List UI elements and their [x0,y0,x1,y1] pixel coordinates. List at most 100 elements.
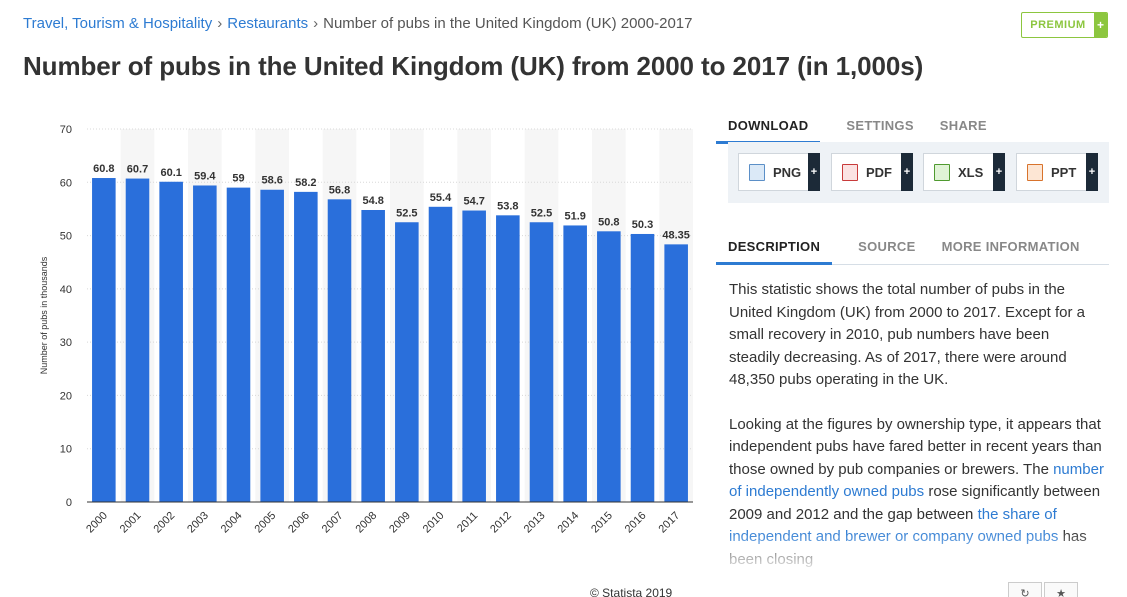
bar [159,181,183,502]
data-label: 50.8 [598,216,619,228]
tab-more-information[interactable]: MORE INFORMATION [941,239,1080,254]
data-label: 50.3 [632,219,653,231]
breadcrumb-link-travel[interactable]: Travel, Tourism & Hospitality [23,15,213,32]
plus-icon: + [1094,13,1107,37]
description-text-span: rose significantly between 2009 and 2012… [729,483,1101,523]
y-tick-label: 20 [60,390,72,402]
data-label: 60.8 [93,163,114,175]
info-tabs: DESCRIPTION SOURCE MORE INFORMATION [716,239,1109,265]
data-label: 59 [232,173,244,185]
data-label: 60.7 [127,164,148,176]
copyright-notice: © Statista 2019 [590,586,673,597]
bar [664,244,688,502]
x-tick-label: 2003 [185,510,211,536]
data-label: 48.35 [662,229,690,241]
x-tick-label: 2012 [488,510,514,536]
bar [260,189,284,502]
y-axis-title: Number of pubs in thousands [39,256,49,374]
plus-icon: + [808,153,820,191]
bar [563,225,587,502]
xls-file-icon [934,163,950,181]
x-tick-label: 2015 [589,510,615,536]
tab-download[interactable]: DOWNLOAD [716,118,821,144]
data-label: 56.8 [329,184,350,196]
data-label: 52.5 [531,207,552,219]
x-tick-label: 2000 [84,510,110,536]
x-tick-label: 2013 [522,510,548,536]
y-tick-label: 30 [60,337,72,349]
data-label: 58.6 [261,175,282,187]
download-ppt-button[interactable]: PPT + [1016,153,1098,191]
tab-source[interactable]: SOURCE [858,239,916,254]
description-paragraph: This statistic shows the total number of… [729,281,1086,388]
breadcrumb-separator: › [217,15,223,32]
tab-settings[interactable]: SETTINGS [846,118,914,133]
x-tick-label: 2010 [421,510,447,536]
bar-chart: 0 10 20 30 40 50 60 70 60.8 2000 60.7 2001 60.1 2002 5… [39,124,693,536]
x-tick-label: 2011 [455,510,480,535]
page-title: Number of pubs in the United Kingdom (UK… [23,51,924,81]
bar [597,231,621,502]
download-xls-button[interactable]: XLS + [923,153,1005,191]
data-label: 58.2 [295,177,316,189]
data-label: 54.8 [362,195,383,207]
y-tick-label: 10 [60,444,72,456]
bar [294,191,318,502]
plus-icon: + [901,153,913,191]
link-independently-owned-pubs[interactable]: number of independently owned pubs [729,460,1104,501]
bar [226,187,251,502]
star-icon[interactable]: ★ [1044,582,1078,597]
premium-button[interactable]: PREMIUM + [1021,12,1108,38]
data-label: 60.1 [160,167,181,179]
data-label: 55.4 [430,192,452,204]
x-tick-label: 2009 [387,510,413,536]
y-tick-label: 60 [60,177,72,189]
y-tick-label: 70 [60,124,72,136]
bar [529,222,554,502]
breadcrumb-link-restaurants[interactable]: Restaurants [227,15,309,32]
data-label: 53.8 [497,200,518,212]
chart-tools: ↻ ★ [1008,582,1080,597]
y-tick-label: 40 [60,284,72,296]
x-tick-label: 2016 [623,510,649,536]
description-paragraph: Looking at the figures by ownership type… [729,414,1104,572]
download-label: PNG [773,164,802,180]
y-tick-label: 50 [60,231,72,243]
bar [428,206,453,502]
plus-icon: + [1086,153,1098,191]
tab-description[interactable]: DESCRIPTION [716,239,833,265]
png-file-icon [749,163,765,181]
x-tick-label: 2006 [286,510,312,536]
description-text-span: Looking at the figures by ownership type… [729,415,1102,478]
refresh-icon[interactable]: ↻ [1008,582,1042,597]
bar [462,210,486,502]
data-label: 52.5 [396,207,417,219]
bar [327,199,352,502]
description-text: This statistic shows the total number of… [729,279,1104,593]
x-tick-label: 2017 [656,510,682,536]
download-panel: PNG + PDF + XLS + PPT + [728,142,1109,203]
data-label: 51.9 [564,210,585,222]
y-tick-label: 0 [66,497,72,509]
download-pdf-button[interactable]: PDF + [831,153,913,191]
breadcrumb: Travel, Tourism & Hospitality › Restaurant… [23,15,692,32]
plus-icon: + [993,153,1005,191]
x-tick-label: 2004 [219,510,245,536]
x-tick-label: 2008 [353,510,379,536]
data-label: 59.4 [194,170,216,182]
download-png-button[interactable]: PNG + [738,153,820,191]
x-tick-label: 2001 [118,510,144,536]
bar [193,185,217,502]
bar [361,209,385,502]
bar [395,222,419,502]
bar [125,178,150,502]
bar [496,215,520,502]
pdf-file-icon [842,163,858,181]
tab-share[interactable]: SHARE [939,118,987,133]
x-tick-label: 2002 [151,510,177,536]
ppt-file-icon [1027,163,1043,181]
x-tick-label: 2007 [320,510,346,536]
premium-label: PREMIUM [1030,19,1086,31]
x-tick-label: 2014 [555,510,581,536]
data-label: 54.7 [463,196,484,208]
